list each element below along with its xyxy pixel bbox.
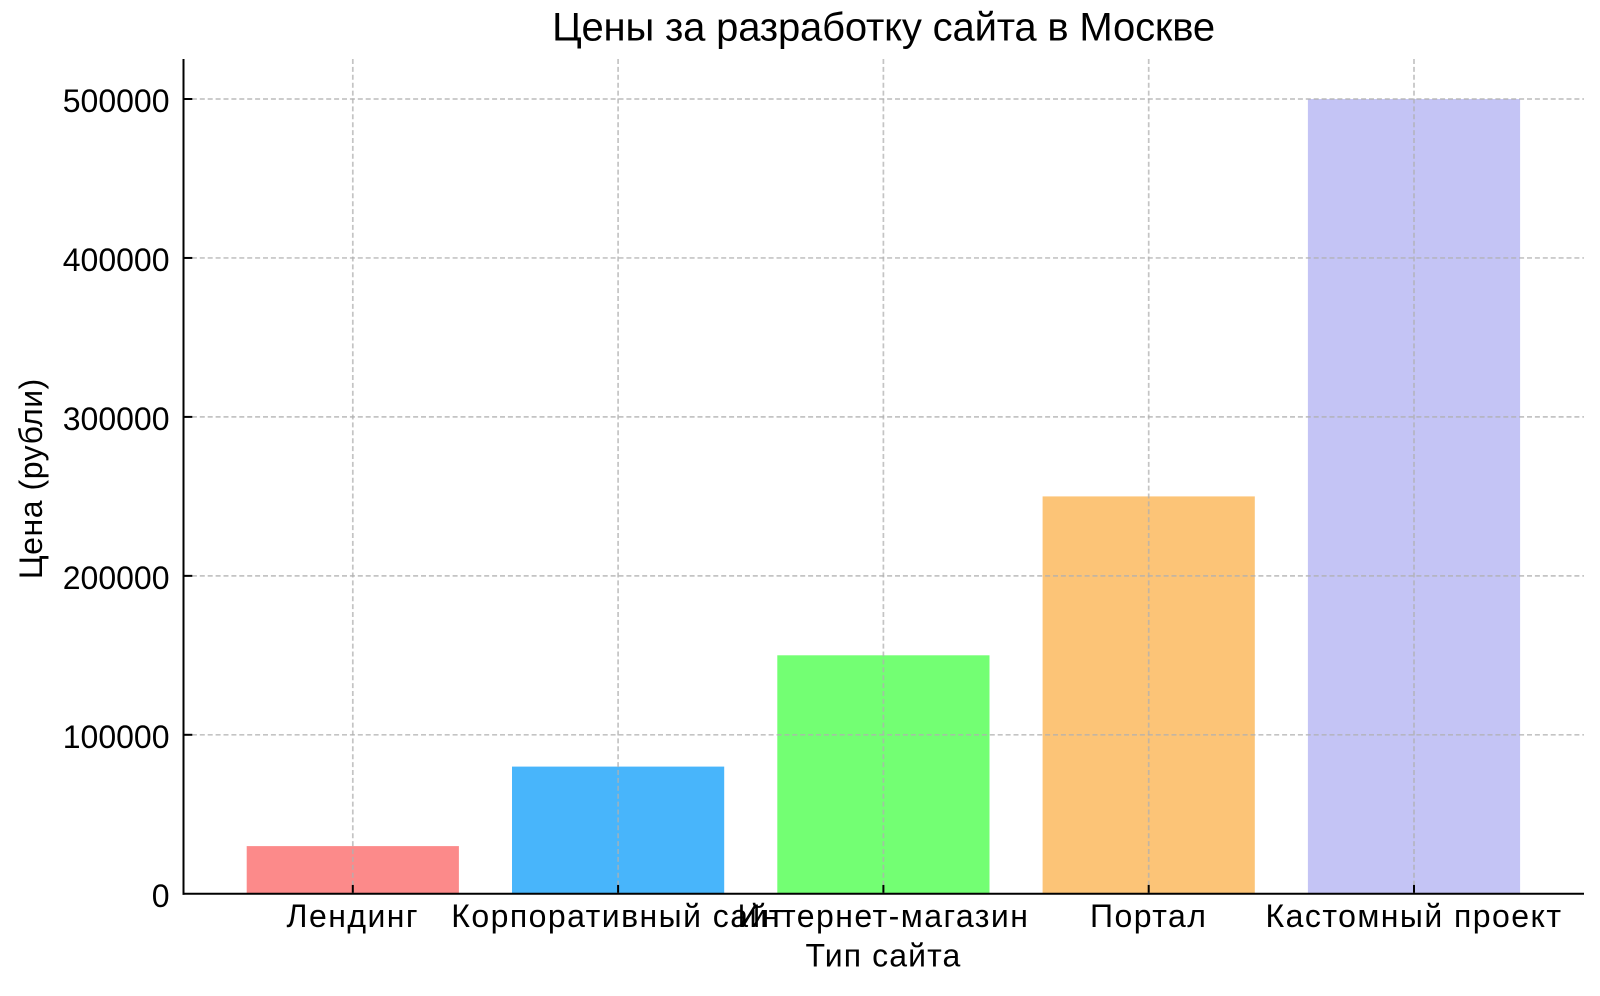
svg-text:Корпоративный сайт: Корпоративный сайт: [451, 898, 785, 934]
svg-text:100000: 100000: [63, 719, 170, 755]
svg-text:Тип сайта: Тип сайта: [806, 938, 962, 974]
svg-text:Портал: Портал: [1090, 898, 1207, 934]
svg-text:300000: 300000: [63, 401, 170, 437]
svg-text:500000: 500000: [63, 83, 170, 119]
svg-text:0: 0: [152, 878, 170, 914]
svg-text:Лендинг: Лендинг: [287, 898, 420, 934]
svg-text:Цены за разработку сайта в Мос: Цены за разработку сайта в Москве: [552, 5, 1215, 49]
svg-text:Интернет-магазин: Интернет-магазин: [737, 898, 1029, 934]
svg-text:Цена (рубли): Цена (рубли): [13, 378, 49, 579]
svg-text:200000: 200000: [63, 560, 170, 596]
svg-text:Кастомный проект: Кастомный проект: [1266, 898, 1563, 934]
svg-text:400000: 400000: [63, 242, 170, 278]
